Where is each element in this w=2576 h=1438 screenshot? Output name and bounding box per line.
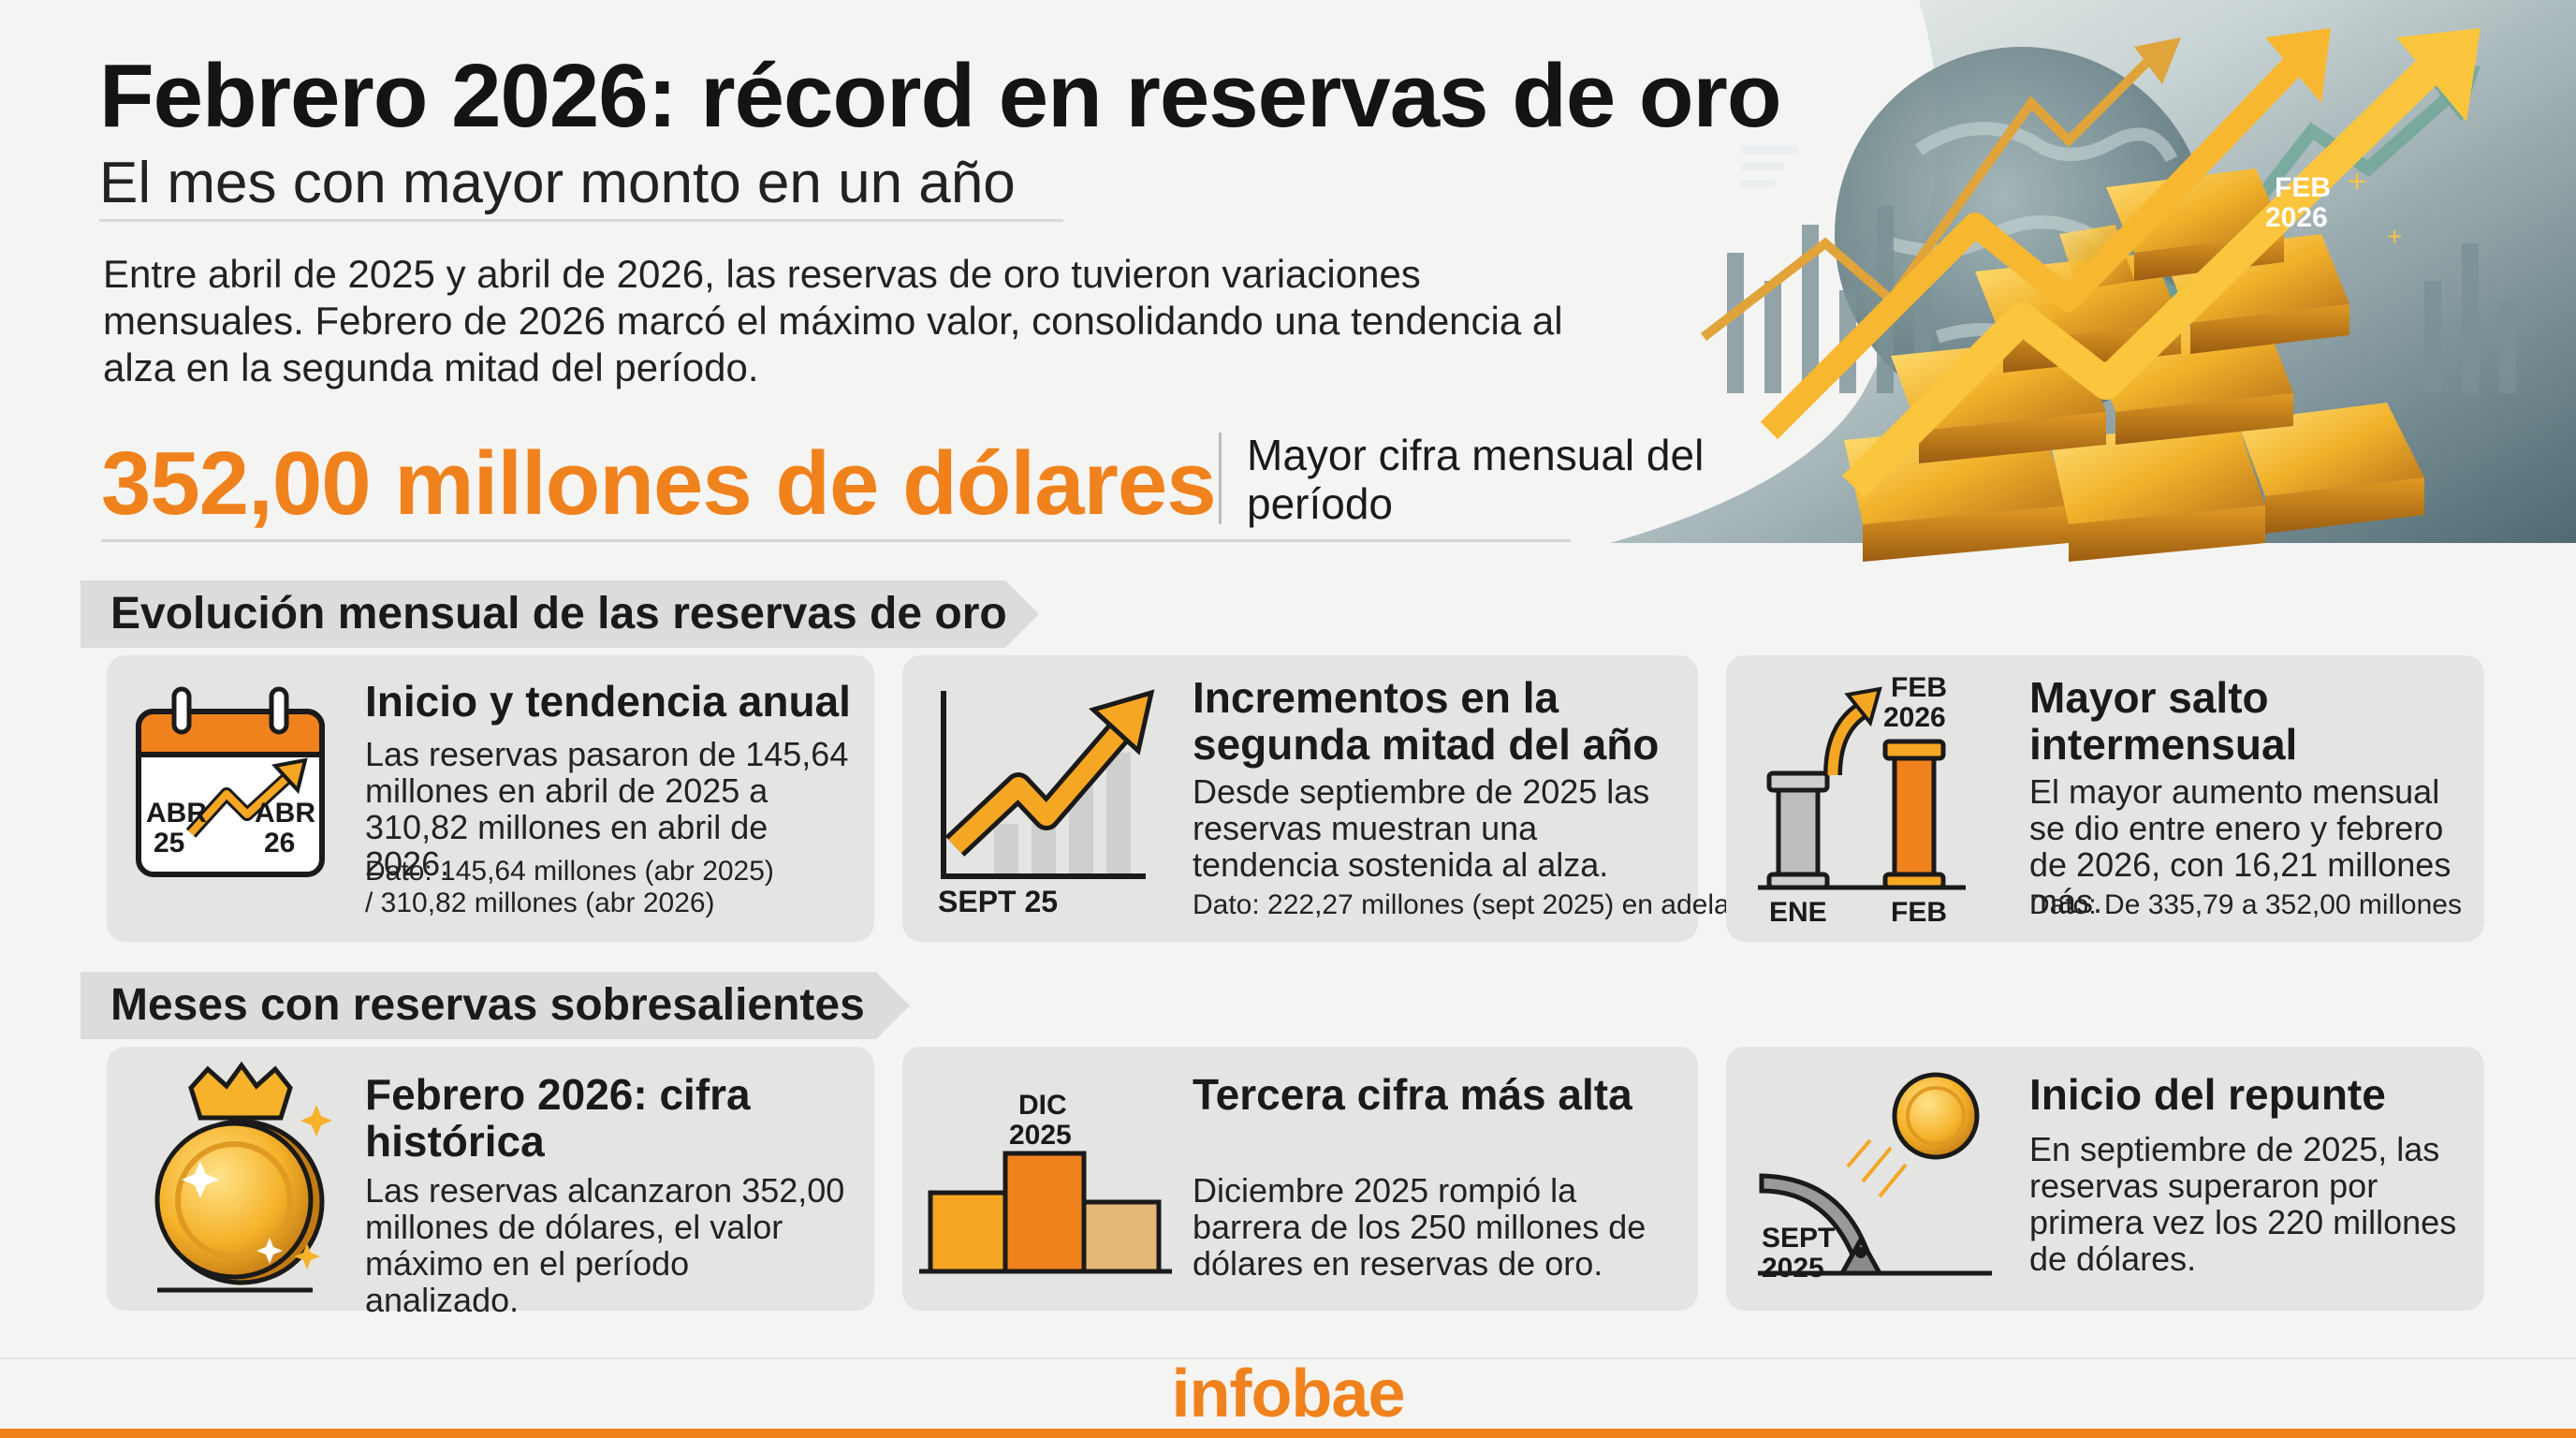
card-tercera-cifra: DIC 2025 Tercera cifra más alta Diciembr…	[902, 1047, 1698, 1311]
calendar-right-month: ABR	[255, 798, 315, 829]
card-mayor-salto: FEB 2026 ENE FEB Mayor salto intermensua…	[1726, 655, 2484, 942]
launch-month: SEPT	[1762, 1223, 1835, 1254]
card-body: En septiembre de 2025, las reservas supe…	[2029, 1130, 2457, 1278]
card-title: Inicio del repunte	[2029, 1070, 2386, 1119]
podium-month: DIC	[1018, 1090, 1067, 1121]
card-title: Inicio y tendencia anual	[365, 677, 851, 726]
launch-year: 2025	[1762, 1253, 1824, 1284]
card-febrero-historica: Febrero 2026: cifra histórica Las reserv…	[107, 1047, 874, 1318]
pillar-top-year: 2026	[1883, 702, 1946, 733]
intro-paragraph: Entre abril de 2025 y abril de 2026, las…	[103, 252, 1563, 389]
page-title: Febrero 2026: récord en reservas de oro	[99, 46, 1782, 146]
rising-chart-icon: SEPT 25	[938, 689, 1155, 918]
calendar-left-month: ABR	[146, 798, 207, 829]
highlight-divider	[1219, 433, 1222, 524]
infobae-logo[interactable]: infobae	[1171, 1357, 1405, 1431]
calendar-right-year: 26	[264, 828, 295, 858]
hero-badge-year: 2026	[2265, 202, 2328, 233]
hero-badge-month: FEB	[2275, 172, 2331, 203]
highlight-underline	[101, 539, 1571, 542]
card-body: Las reservas alcanzaron 352,00 millones …	[365, 1171, 845, 1319]
card-body: El mayor aumento mensual se dio entre en…	[2029, 772, 2452, 920]
page-subtitle: El mes con mayor monto en un año	[99, 151, 1016, 215]
card-body: Las reservas pasaron de 145,64 millones …	[365, 735, 849, 883]
card-title: Incrementos en la segunda mitad del año	[1193, 673, 1660, 769]
card-title: Febrero 2026: cifra histórica	[365, 1070, 751, 1166]
subtitle-divider	[99, 219, 1063, 222]
card-body: Desde septiembre de 2025 las reservas mu…	[1193, 772, 1650, 884]
gold-bars-hero-illustration: FEB 2026 + +	[1610, 0, 2576, 562]
coin-launch-icon: SEPT 2025	[1758, 1072, 1992, 1284]
card-inicio-repunte: SEPT 2025 Inicio del repunte En septiemb…	[1726, 1047, 2484, 1311]
pillar-top-month: FEB	[1891, 672, 1947, 703]
footer-divider	[0, 1357, 2576, 1359]
card-note: Dato: 145,64 millones (abr 2025) / 310,8…	[365, 856, 774, 918]
calendar-trend-icon: ABR 25 ABR 26	[136, 686, 325, 877]
svg-text:+: +	[2387, 222, 2402, 251]
card-note: Dato: 222,27 millones (sept 2025) en ade…	[1193, 889, 1769, 920]
pillar-left-label: ENE	[1769, 897, 1827, 928]
podium-year: 2025	[1009, 1120, 1072, 1151]
card-title: Tercera cifra más alta	[1193, 1070, 1632, 1119]
pillar-comparison-icon: FEB 2026 ENE FEB	[1758, 672, 1966, 928]
calendar-left-year: 25	[154, 828, 184, 858]
card-inicio-tendencia: ABR 25 ABR 26 Inicio y tendencia anual L…	[107, 655, 874, 942]
card-title: Mayor salto intermensual	[2029, 673, 2298, 769]
bottom-accent-bar	[0, 1429, 2576, 1438]
chart-axis-label: SEPT 25	[938, 885, 1058, 918]
podium-icon: DIC 2025	[919, 1090, 1172, 1274]
crowned-coin-icon	[154, 1061, 332, 1293]
card-body: Diciembre 2025 rompió la barrera de los …	[1193, 1171, 1647, 1283]
section-title: Meses con reservas sobresalientes	[110, 980, 865, 1030]
svg-text:+: +	[2348, 164, 2366, 199]
section-title: Evolución mensual de las reservas de oro	[110, 589, 1007, 638]
section-header-sobresalientes: Meses con reservas sobresalientes	[80, 972, 910, 1039]
highlight-note: Mayor cifra mensual del período	[1247, 431, 1705, 528]
card-incrementos: SEPT 25 Incrementos en la segunda mitad …	[902, 655, 1769, 942]
section-header-evolucion: Evolución mensual de las reservas de oro	[80, 580, 1039, 648]
pillar-right-label: FEB	[1891, 897, 1947, 928]
card-note: Dato: De 335,79 a 352,00 millones	[2029, 889, 2462, 920]
highlight-value: 352,00 millones de dólares	[101, 433, 1217, 534]
